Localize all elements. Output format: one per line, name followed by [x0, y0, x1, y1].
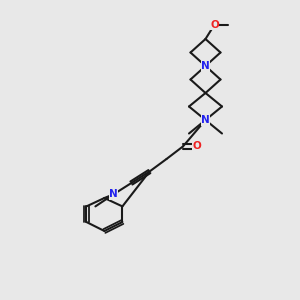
Text: N: N — [109, 189, 118, 200]
Text: O: O — [210, 20, 219, 30]
Text: O: O — [192, 141, 201, 152]
Text: N: N — [201, 115, 210, 125]
Text: N: N — [201, 61, 210, 71]
